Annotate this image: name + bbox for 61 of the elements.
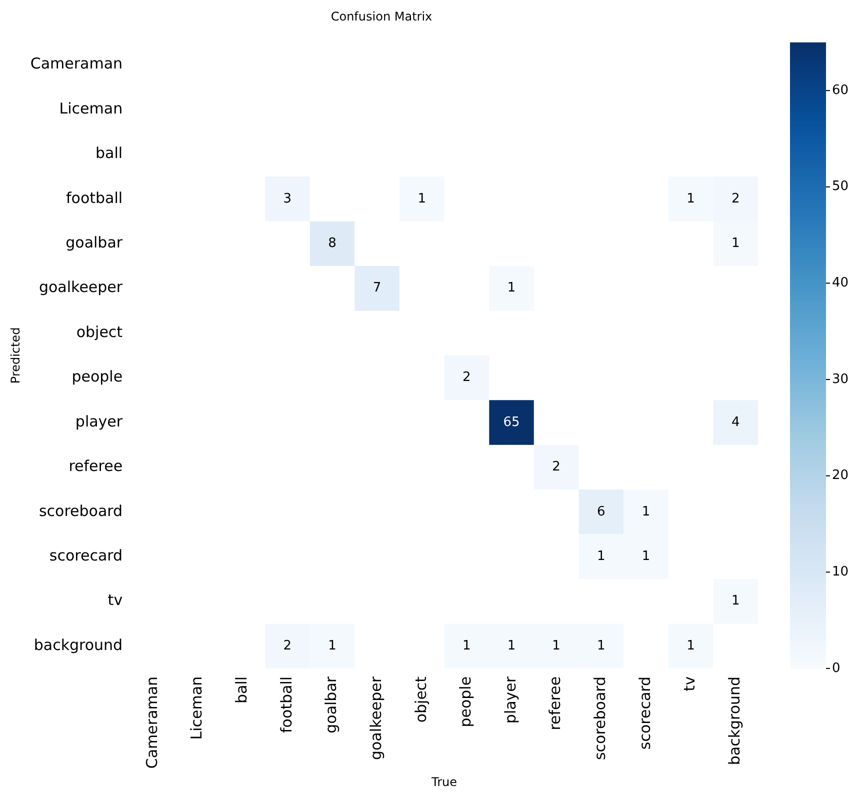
y-tick-label: referee: [68, 457, 123, 476]
data-label: 1: [686, 191, 695, 206]
x-tick-label: referee: [546, 676, 564, 730]
y-tick-label: people: [72, 368, 123, 386]
x-axis-title: True: [430, 774, 458, 789]
data-label: 2: [552, 460, 560, 475]
x-tick-label: people: [456, 676, 475, 728]
color-bar-label: 10: [832, 564, 849, 580]
y-tick-label: object: [76, 322, 123, 341]
y-tick-label: goalbar: [66, 234, 124, 252]
color-bar-label: 30: [832, 372, 849, 387]
data-label: 1: [731, 594, 740, 609]
data-label: 1: [686, 638, 695, 654]
y-tick-label: scoreboard: [38, 502, 123, 520]
data-label: 3: [283, 191, 292, 206]
color-bar-label: 50: [832, 179, 849, 194]
chart-title: Confusion Matrix: [330, 9, 432, 24]
x-tick-label: tv: [680, 676, 699, 692]
data-label: 1: [507, 280, 516, 296]
data-label: 1: [552, 638, 560, 654]
color-bar-label: 20: [832, 468, 849, 484]
data-label: 7: [372, 280, 382, 296]
color-bar-label: 60: [832, 82, 849, 98]
y-tick-label: tv: [108, 591, 123, 610]
y-tick-label: Cameraman: [30, 54, 123, 73]
x-tick-label: Liceman: [188, 676, 206, 740]
y-tick-label: Liceman: [59, 99, 123, 118]
data-label: 1: [462, 638, 471, 654]
y-tick-label: player: [75, 412, 124, 430]
y-tick-label: football: [66, 188, 123, 207]
color-bar-label: 40: [832, 276, 849, 291]
data-label: 4: [731, 414, 740, 430]
data-label: 8: [328, 236, 336, 251]
data-label: 2: [283, 638, 292, 654]
x-tick-label: scorecard: [636, 676, 654, 750]
x-tick-label: ball: [232, 676, 251, 704]
data-label: 65: [503, 414, 520, 430]
y-axis-title: Predicted: [8, 327, 22, 384]
y-tick-label: goalkeeper: [38, 278, 124, 296]
data-label: 1: [597, 549, 606, 564]
y-tick-label: scorecard: [49, 546, 123, 565]
data-label: 1: [642, 504, 650, 520]
data-label: 2: [731, 191, 740, 206]
color-bar-label: 0: [832, 660, 840, 676]
data-label: 1: [328, 638, 336, 654]
y-tick-label: background: [34, 636, 123, 654]
data-label: 1: [597, 638, 606, 654]
data-label: 1: [642, 549, 650, 564]
x-tick-label: goalkeeper: [366, 676, 385, 760]
data-label: 1: [731, 236, 740, 251]
data-label: 1: [418, 191, 426, 206]
y-tick-label: ball: [96, 144, 123, 162]
data-label: 2: [462, 370, 471, 386]
x-tick-label: goalbar: [322, 676, 340, 734]
x-tick-label: football: [277, 676, 296, 734]
x-tick-label: object: [412, 676, 430, 723]
data-label: 6: [597, 504, 606, 520]
x-tick-label: player: [501, 676, 520, 724]
x-tick-label: scoreboard: [591, 676, 610, 760]
x-tick-label: background: [725, 676, 744, 766]
data-label: 1: [507, 638, 516, 654]
